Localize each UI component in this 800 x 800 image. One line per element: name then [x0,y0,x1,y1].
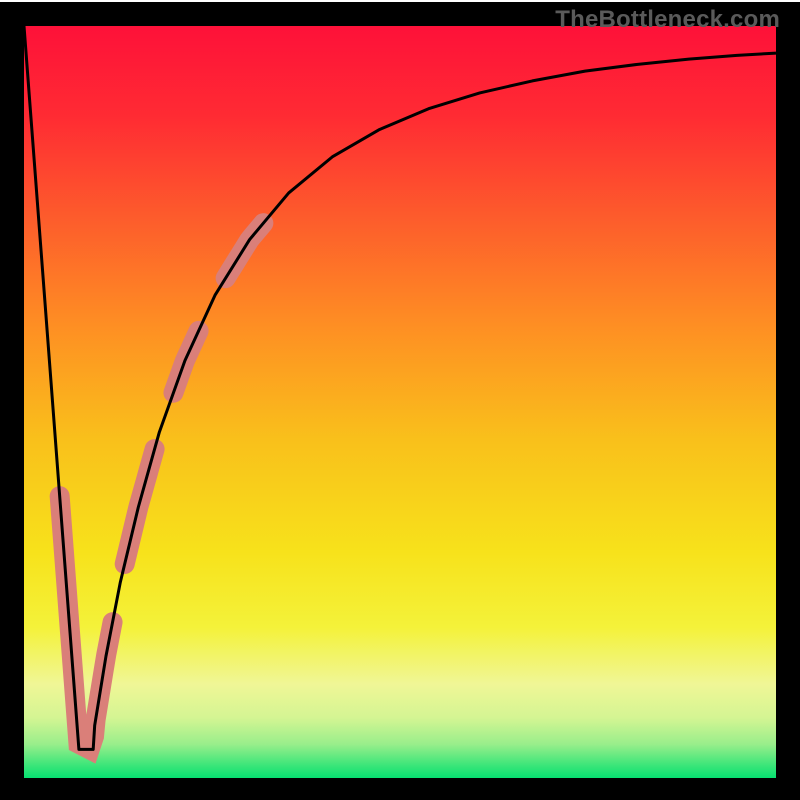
stage: TheBottleneck.com [0,0,800,800]
plot-background [24,26,776,778]
bottleneck-plot [0,0,800,800]
